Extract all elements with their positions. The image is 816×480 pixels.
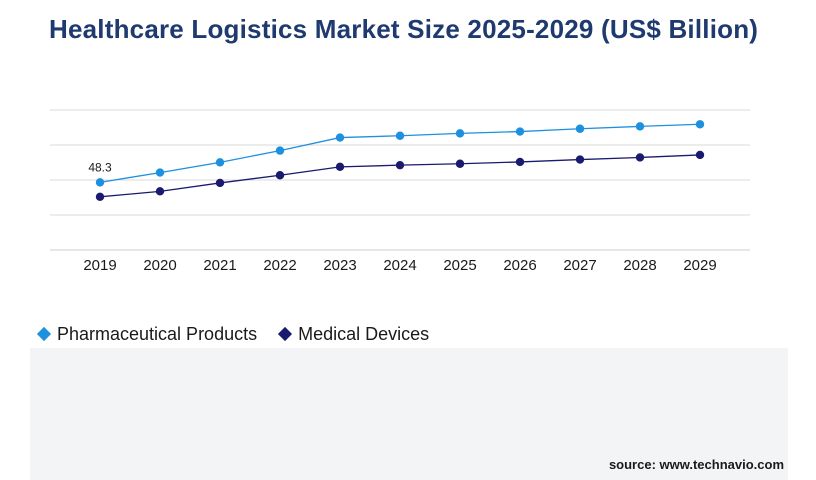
x-tick-label: 2020 — [143, 257, 176, 274]
source-credit: source: www.technavio.com — [608, 457, 784, 472]
data-point — [335, 162, 345, 172]
legend-source-panel — [30, 348, 788, 480]
data-point — [515, 157, 525, 167]
legend-marker-icon — [279, 328, 291, 340]
legend-label: Medical Devices — [298, 323, 430, 344]
data-point — [335, 133, 345, 142]
data-point — [455, 129, 465, 138]
data-point — [215, 178, 225, 188]
x-tick-label: 2026 — [503, 257, 536, 274]
data-point — [455, 159, 465, 168]
data-point — [515, 127, 525, 136]
legend-item: Pharmaceutical Products — [38, 324, 257, 345]
legend-marker-icon — [38, 328, 50, 340]
x-tick-label: 2028 — [623, 257, 656, 274]
data-point — [95, 178, 105, 187]
line-chart: 2019 2020 2021 2022 2023 2024 2025 2026 2027 2028… — [50, 109, 750, 274]
data-point — [155, 187, 165, 196]
data-point — [395, 131, 405, 140]
data-point — [95, 192, 105, 201]
data-point — [155, 168, 165, 177]
x-tick-label: 2025 — [443, 257, 476, 274]
x-tick-label: 2021 — [203, 257, 236, 274]
data-label: 48.3 — [88, 160, 112, 174]
chart-legend: Pharmaceutical Products Medical Devices — [38, 322, 429, 346]
data-point — [575, 124, 585, 133]
chart-title: Healthcare Logistics Market Size 2025-20… — [49, 14, 759, 44]
data-point — [695, 150, 705, 160]
x-tick-label: 2027 — [563, 257, 596, 274]
data-point — [635, 153, 645, 162]
data-point — [575, 155, 585, 164]
x-tick-label: 2029 — [683, 257, 716, 274]
data-point — [395, 160, 405, 170]
data-point — [275, 171, 285, 180]
data-point — [215, 158, 225, 167]
x-tick-label: 2022 — [263, 257, 296, 274]
x-tick-label: 2023 — [323, 257, 356, 274]
x-tick-label: 2019 — [83, 257, 116, 274]
data-point — [695, 120, 705, 129]
data-point — [275, 146, 285, 155]
legend-item: Medical Devices — [279, 324, 429, 345]
legend-label: Pharmaceutical Products — [57, 323, 258, 344]
data-point — [635, 122, 645, 131]
x-tick-label: 2024 — [383, 257, 416, 274]
